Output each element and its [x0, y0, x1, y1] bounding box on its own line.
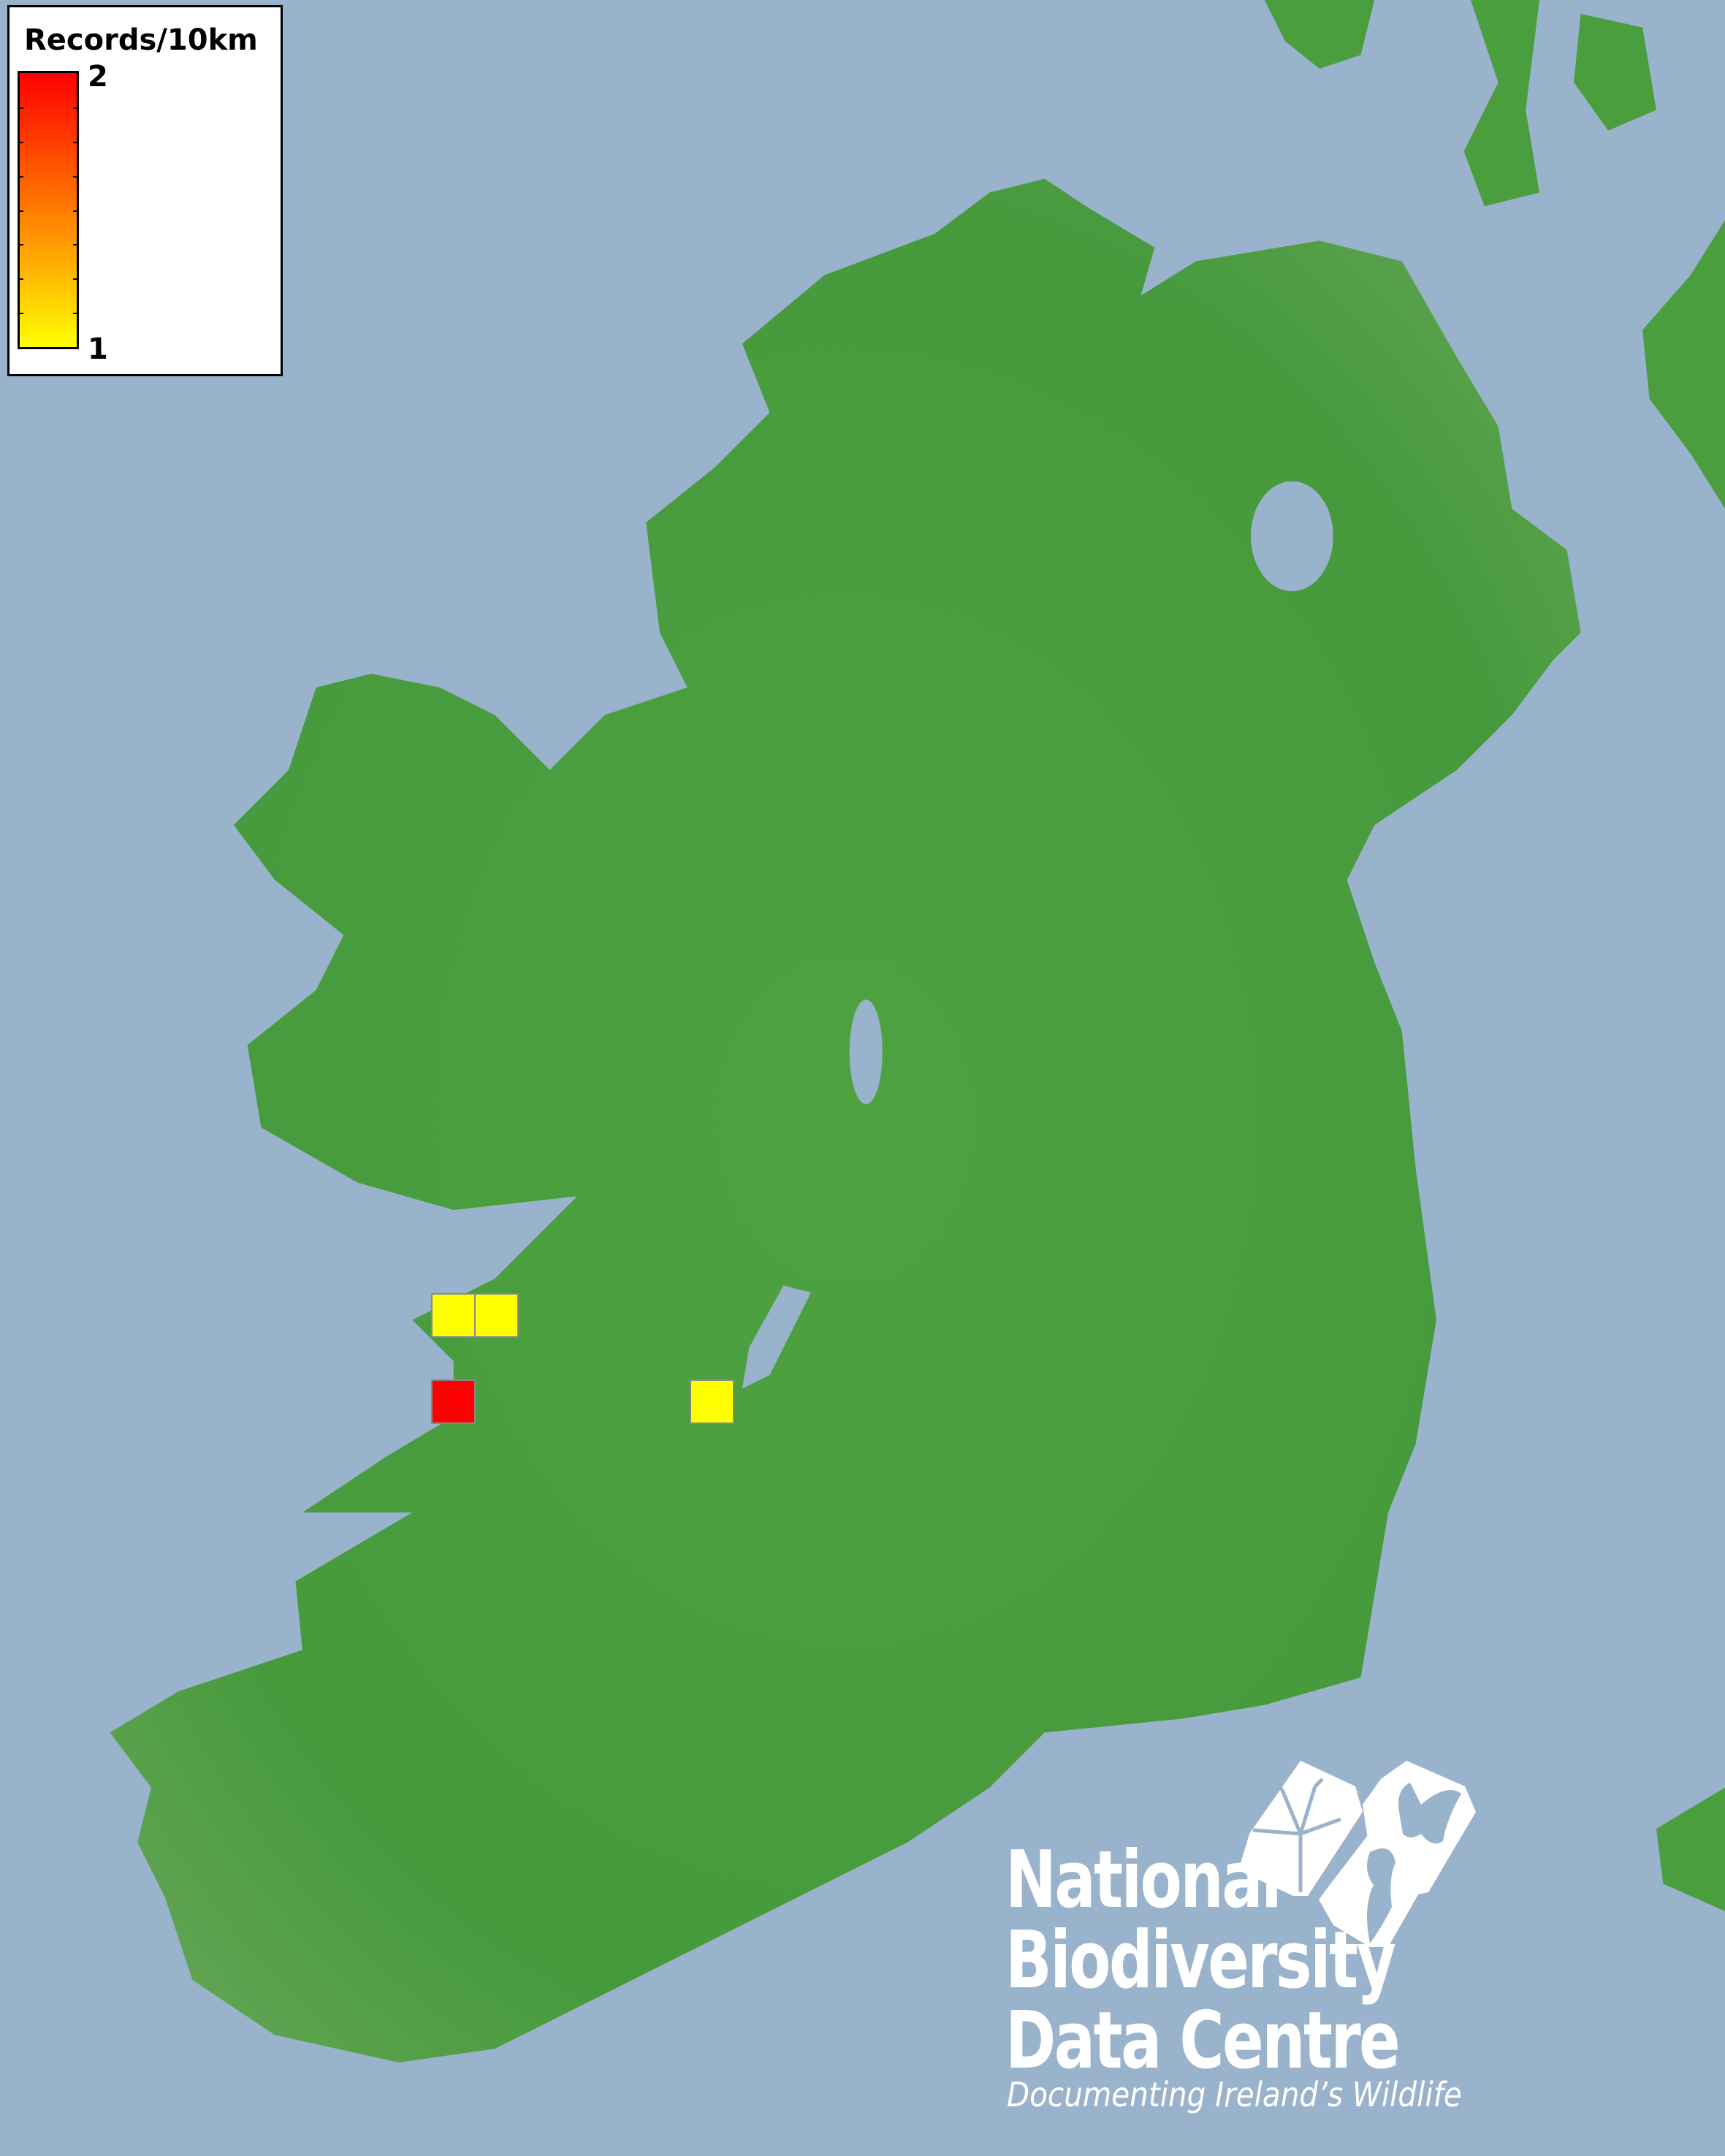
logo-line-data-centre: Data Centre — [1005, 1995, 1401, 2087]
lough-derg — [742, 1285, 811, 1389]
legend-title: Records/10km — [24, 23, 258, 57]
nbdc-logo-hexagons — [1238, 1761, 1476, 1947]
tree-icon — [1238, 1761, 1363, 1896]
ireland-landmass — [110, 178, 1581, 2063]
record-square[interactable] — [431, 1379, 476, 1424]
lough-ree — [849, 999, 883, 1105]
logo-line-national: National — [1005, 1835, 1282, 1926]
lough-neagh — [1250, 481, 1333, 592]
record-square[interactable] — [431, 1293, 476, 1338]
legend: Records/10km 2 1 — [7, 5, 283, 376]
logo-line-biodiversity: Biodiversity — [1005, 1915, 1396, 2006]
legend-color-ramp — [18, 71, 79, 349]
seahorse-icon — [1319, 1823, 1432, 1947]
record-square[interactable] — [690, 1379, 734, 1424]
logo-tagline: Documenting Ireland’s Wildlife — [1007, 2075, 1462, 2114]
legend-min-label: 1 — [88, 332, 108, 366]
legend-max-label: 2 — [88, 60, 108, 94]
record-square[interactable] — [474, 1293, 519, 1338]
